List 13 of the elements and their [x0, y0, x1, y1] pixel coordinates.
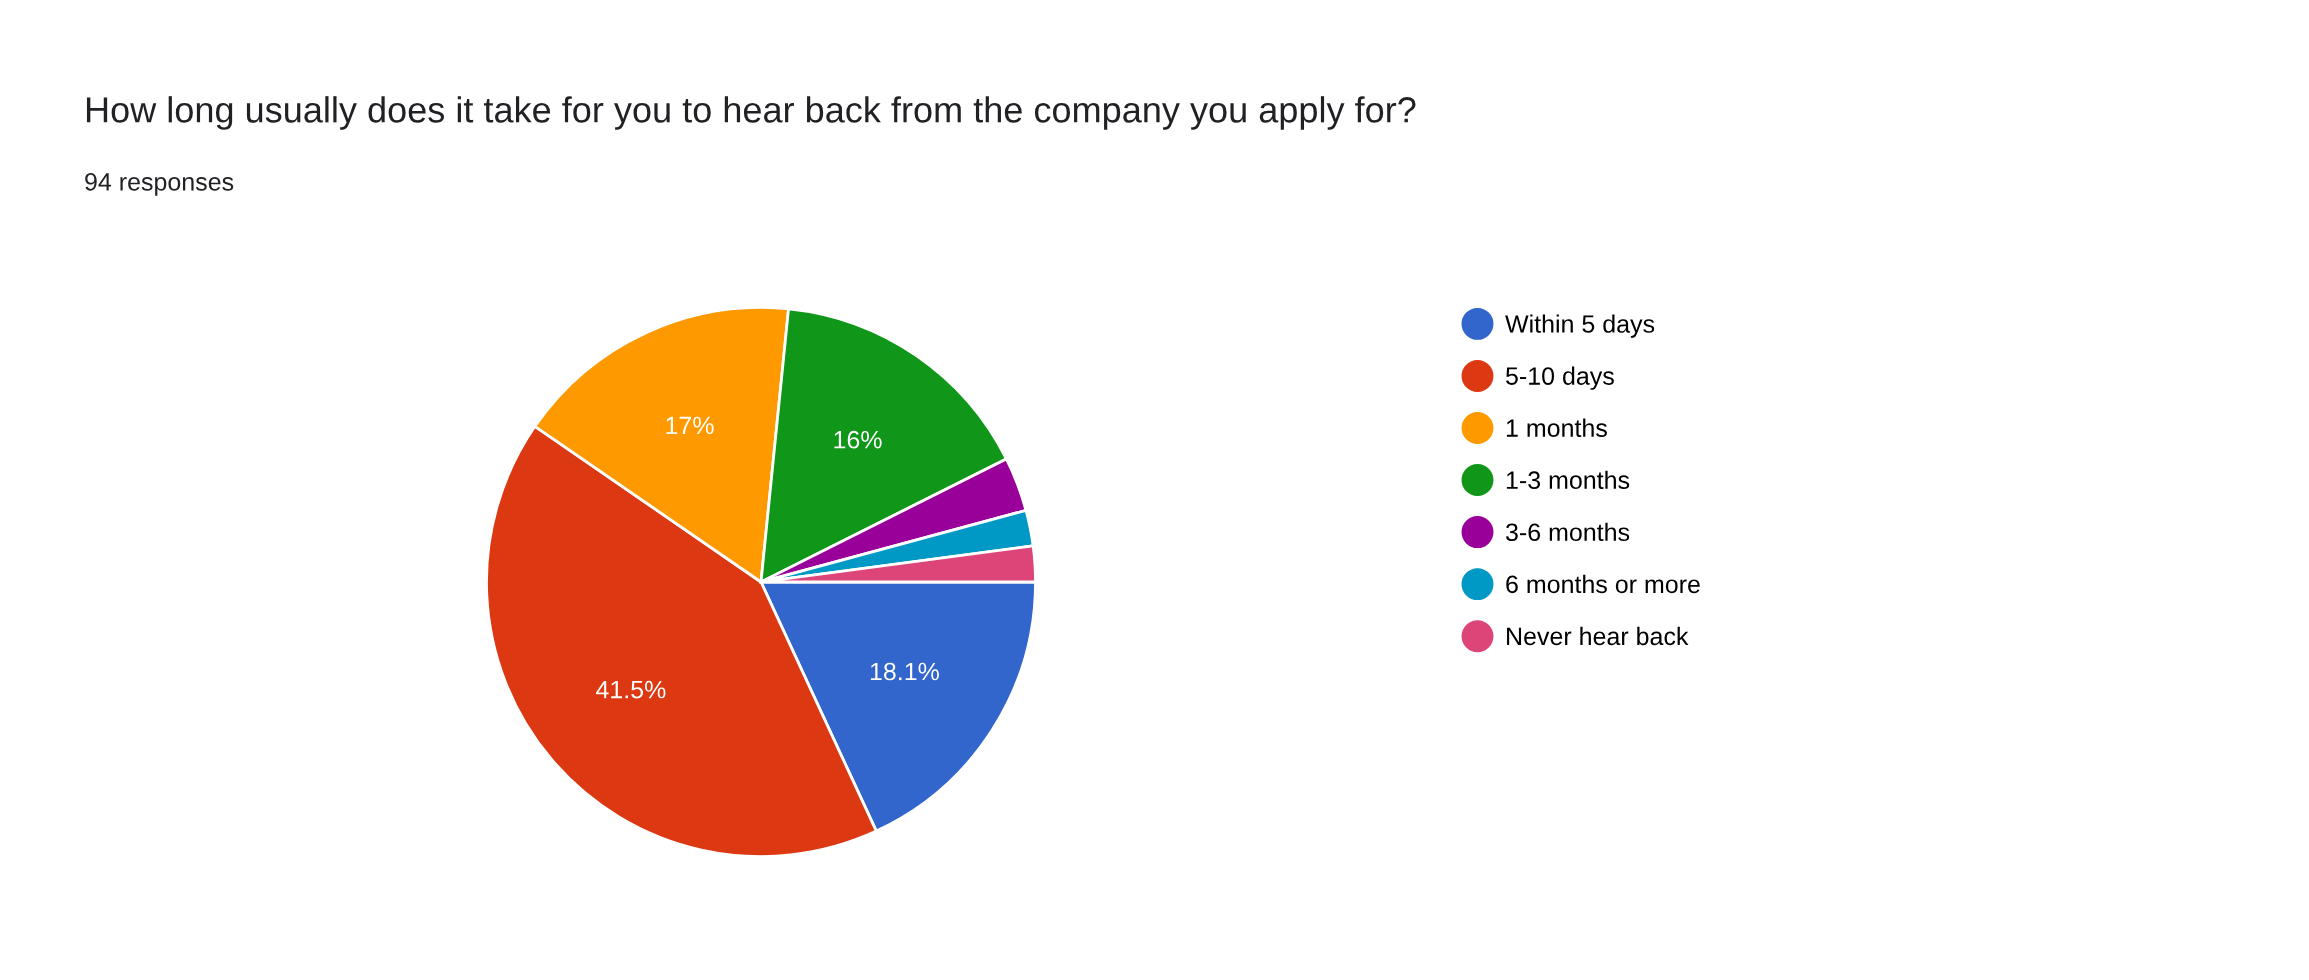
data-label: 41.5%: [596, 680, 666, 699]
legend-label: 1 months: [1506, 418, 1607, 437]
text: 94 responses: [85, 173, 234, 196]
legend-label: 5-10 days: [1506, 366, 1614, 390]
data-label: 17%: [666, 416, 714, 435]
legend-label: 1-3 months: [1506, 470, 1630, 490]
legend-label: Never hear back: [1507, 626, 1689, 646]
legend-label: 3-6 months: [1505, 522, 1630, 542]
legend-label: Within 5 days: [1505, 314, 1655, 338]
data-label: 16%: [834, 430, 882, 449]
chart-title: How long usually does it take for you to hear back from the company you apply for?: [86, 96, 1416, 130]
data-label: 18.1%: [870, 662, 939, 681]
legend-label: 6 months or more: [1506, 574, 1700, 594]
